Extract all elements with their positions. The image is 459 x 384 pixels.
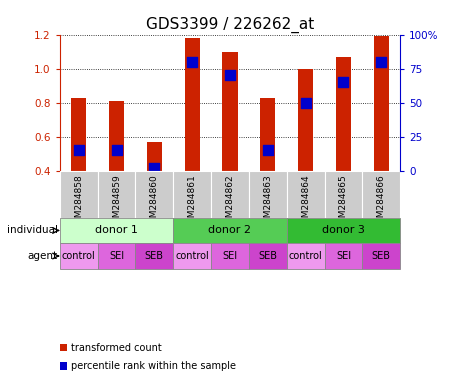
Bar [324,243,362,269]
Text: SEB: SEB [145,251,163,261]
Bar [60,218,173,243]
Point [263,147,271,154]
Bar [335,57,350,171]
Bar [173,171,211,218]
Text: SEB: SEB [371,251,390,261]
Text: transformed count: transformed count [71,343,161,353]
Bar [222,51,237,171]
Text: control: control [175,251,208,261]
Text: individual: individual [7,225,58,235]
Point [339,79,347,85]
Text: GSM284858: GSM284858 [74,175,83,229]
Bar [211,171,248,218]
Bar [248,171,286,218]
Bar [286,218,399,243]
Text: agent: agent [28,251,58,261]
Text: GSM284866: GSM284866 [376,175,385,229]
Bar [260,98,275,171]
Bar [97,243,135,269]
Bar [286,243,324,269]
Text: control: control [62,251,95,261]
Point [301,99,308,106]
Text: SEI: SEI [109,251,124,261]
Text: SEI: SEI [222,251,237,261]
Bar [173,218,286,243]
Bar [184,38,199,171]
Bar [362,243,399,269]
Point [377,59,384,65]
Text: SEB: SEB [258,251,277,261]
Bar [286,171,324,218]
Text: GSM284860: GSM284860 [150,175,158,229]
Bar [109,101,124,171]
Text: GSM284862: GSM284862 [225,175,234,229]
Text: GSM284863: GSM284863 [263,175,272,229]
Bar [135,171,173,218]
Text: GSM284865: GSM284865 [338,175,347,229]
Point [188,59,196,65]
Text: donor 1: donor 1 [95,225,138,235]
Bar [211,243,248,269]
Bar [146,142,162,171]
Text: SEI: SEI [335,251,350,261]
Text: GSM284859: GSM284859 [112,175,121,229]
Bar [324,171,362,218]
Text: donor 3: donor 3 [321,225,364,235]
Bar [135,243,173,269]
Bar [173,243,211,269]
Point [75,147,82,154]
Bar [60,243,97,269]
Bar [362,171,399,218]
Text: percentile rank within the sample: percentile rank within the sample [71,361,235,371]
Bar [248,243,286,269]
Bar [97,171,135,218]
Bar [373,36,388,171]
Text: control: control [288,251,322,261]
Point [151,165,158,171]
Point [226,72,233,78]
Text: GSM284861: GSM284861 [187,175,196,229]
Bar [71,98,86,171]
Text: donor 2: donor 2 [208,225,251,235]
Bar [297,69,313,171]
Point [112,147,120,154]
Text: GSM284864: GSM284864 [301,175,309,229]
Title: GDS3399 / 226262_at: GDS3399 / 226262_at [146,17,313,33]
Bar [60,171,97,218]
